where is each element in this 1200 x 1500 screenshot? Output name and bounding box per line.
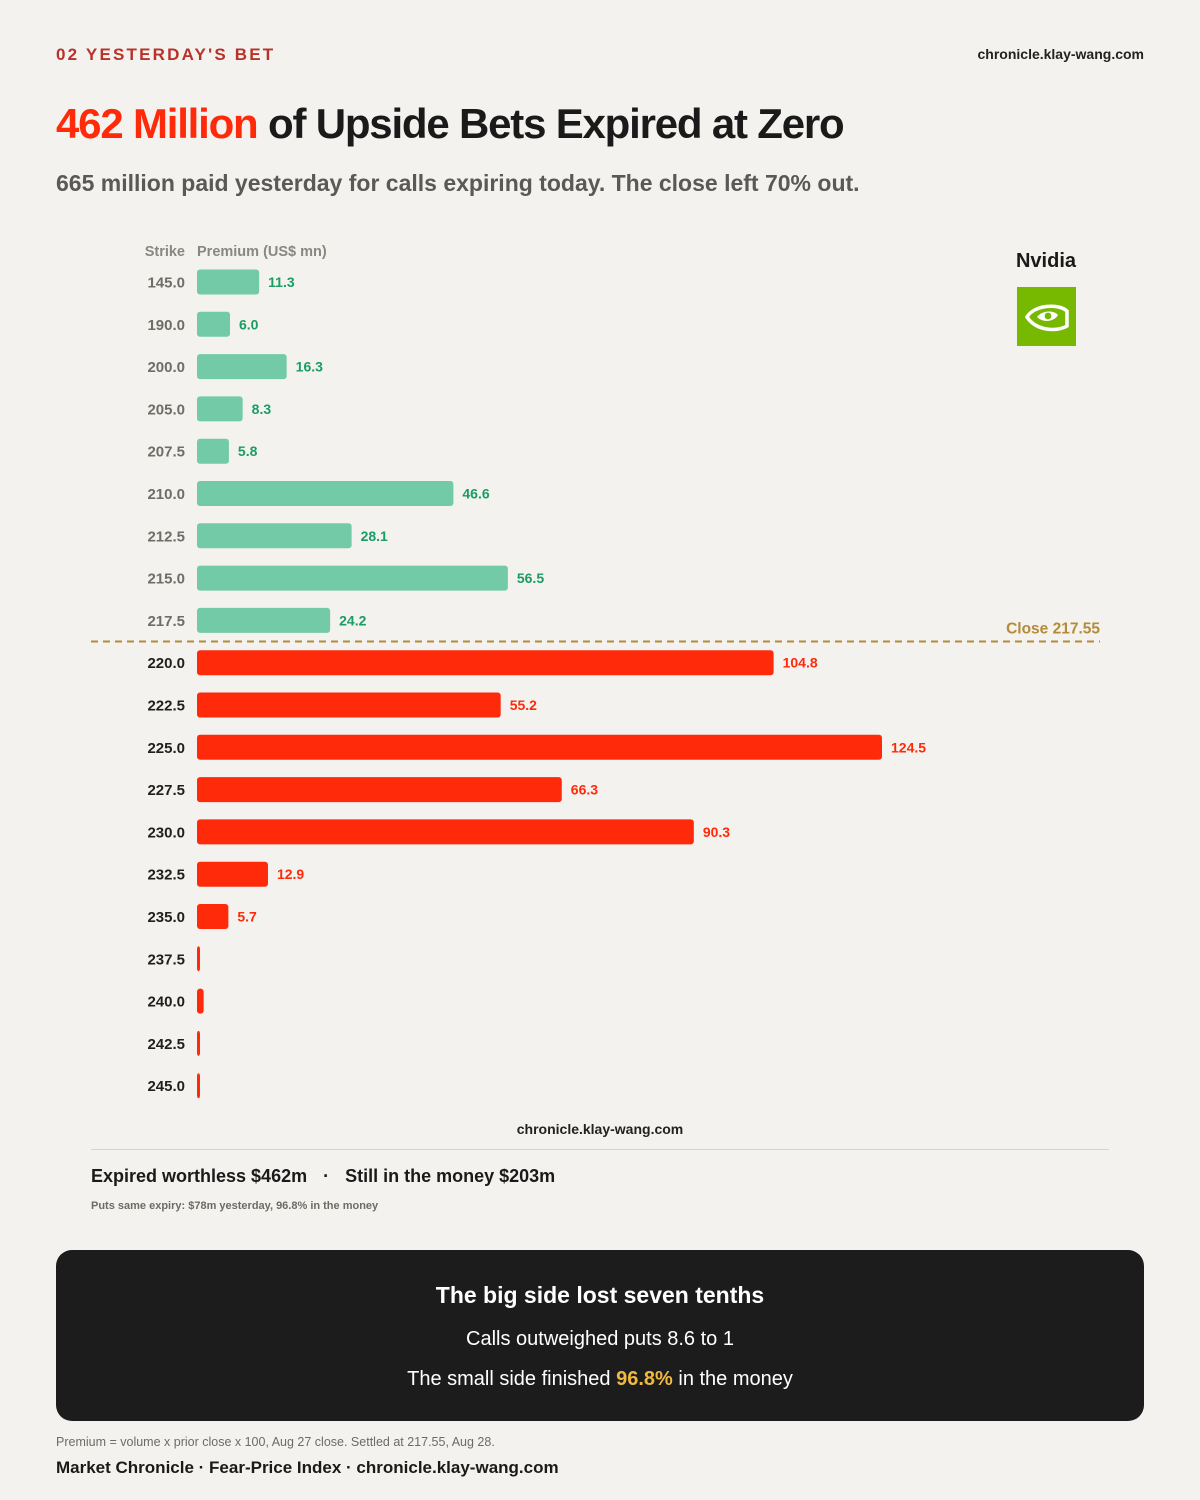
headline-highlight: 462 Million — [56, 100, 259, 147]
premium-value-label: 12.9 — [277, 866, 304, 882]
callout-puts-post: in the money — [672, 1368, 793, 1390]
premium-bar — [197, 396, 243, 422]
strike-label: 212.5 — [147, 528, 185, 545]
site-url-top[interactable]: chronicle.klay-wang.com — [977, 46, 1145, 62]
premium-value-label: 124.5 — [891, 739, 926, 755]
strike-label: 200.0 — [147, 359, 185, 376]
strike-label: 220.0 — [147, 655, 185, 672]
premium-bar — [197, 311, 231, 337]
premium-bar — [197, 607, 331, 633]
premium-bar — [197, 988, 204, 1014]
strike-column-header: Strike — [145, 244, 185, 260]
headline-rest: of Upside Bets Expired at Zero — [257, 100, 845, 147]
premium-bar — [197, 650, 774, 676]
strike-label: 207.5 — [147, 444, 185, 461]
puts-note: Puts same expiry: $78m yesterday, 96.8% … — [91, 1200, 379, 1212]
premium-value-label: 16.3 — [296, 359, 323, 375]
subtitle: 665 million paid yesterday for calls exp… — [56, 170, 860, 196]
premium-value-label: 56.5 — [517, 570, 544, 586]
premium-value-label: 104.8 — [783, 655, 818, 671]
footer-credit: Market Chronicle · Fear-Price Index · ch… — [56, 1458, 559, 1477]
callout-box: The big side lost seven tenths Calls out… — [56, 1250, 1144, 1421]
premium-bar — [197, 777, 562, 803]
headline: 462 Million of Upside Bets Expired at Ze… — [56, 100, 845, 148]
premium-column-header: Premium (US$ mn) — [197, 244, 327, 260]
strike-label: 222.5 — [147, 698, 185, 715]
premium-bar — [197, 946, 200, 972]
strike-label: 237.5 — [147, 951, 185, 968]
premium-bar — [197, 734, 882, 760]
premium-bar — [197, 1030, 200, 1056]
site-url-watermark: chronicle.klay-wang.com — [516, 1121, 684, 1137]
premium-bar — [197, 1073, 200, 1099]
summary-separator: · — [323, 1166, 330, 1186]
premium-value-label: 55.2 — [510, 697, 537, 713]
strike-label: 227.5 — [147, 782, 185, 799]
premium-value-label: 46.6 — [462, 486, 489, 502]
strike-label: 232.5 — [147, 867, 185, 884]
strike-label: 210.0 — [147, 486, 185, 503]
premium-value-label: 90.3 — [703, 824, 730, 840]
callout-puts-accent: 96.8% — [616, 1368, 673, 1390]
section-label: 02 YESTERDAY'S BET — [56, 45, 276, 64]
callout-ratio-line: Calls outweighed puts 8.6 to 1 — [466, 1328, 734, 1350]
premium-value-label: 66.3 — [571, 782, 598, 798]
premium-bar — [197, 904, 229, 929]
premium-bar — [197, 861, 268, 887]
premium-bar — [197, 565, 508, 591]
premium-bar — [197, 354, 287, 380]
nvidia-eye-icon — [1024, 303, 1069, 331]
callout-title: The big side lost seven tenths — [435, 1282, 765, 1308]
premium-value-label: 8.3 — [252, 401, 272, 417]
premium-bar — [197, 481, 454, 506]
premium-value-label: 11.3 — [268, 274, 295, 290]
premium-bar — [197, 438, 229, 464]
methodology-note: Premium = volume x prior close x 100, Au… — [56, 1435, 495, 1449]
divider — [91, 1149, 1109, 1150]
premium-value-label: 5.7 — [237, 909, 257, 925]
strike-label: 190.0 — [147, 317, 185, 334]
premium-bar — [197, 692, 501, 718]
strike-label: 225.0 — [147, 740, 185, 757]
close-price-label: Close 217.55 — [1006, 621, 1100, 638]
premium-value-label: 24.2 — [339, 612, 366, 628]
strike-label: 242.5 — [147, 1036, 185, 1053]
summary-line: Expired worthless $462m · Still in the mon… — [91, 1166, 555, 1187]
nvidia-logo — [1017, 287, 1076, 346]
premium-bar — [197, 269, 260, 295]
strike-premium-bar-chart: Strike Premium (US$ mn) 145.0 11.3 190.0 6.0 2… — [91, 244, 1100, 1099]
strike-label: 240.0 — [147, 994, 185, 1011]
strike-label: 215.0 — [147, 571, 185, 588]
strike-label: 235.0 — [147, 909, 185, 926]
callout-puts-line: The small side finished 96.8% in the mon… — [56, 1368, 1144, 1391]
premium-bar — [197, 523, 352, 549]
strike-label: 145.0 — [147, 275, 185, 292]
in-the-money-total: Still in the money $203m — [345, 1166, 556, 1186]
strike-label: 217.5 — [147, 613, 185, 630]
premium-value-label: 5.8 — [238, 443, 258, 459]
premium-bar — [197, 819, 694, 845]
callout-puts-pre: The small side finished — [407, 1368, 617, 1390]
strike-label: 205.0 — [147, 401, 185, 418]
brand-name: Nvidia — [1015, 250, 1077, 272]
premium-value-label: 28.1 — [361, 528, 388, 544]
expired-worthless-total: Expired worthless $462m — [91, 1166, 308, 1186]
premium-value-label: 6.0 — [239, 316, 259, 332]
strike-label: 230.0 — [147, 824, 185, 841]
strike-label: 245.0 — [147, 1078, 185, 1095]
